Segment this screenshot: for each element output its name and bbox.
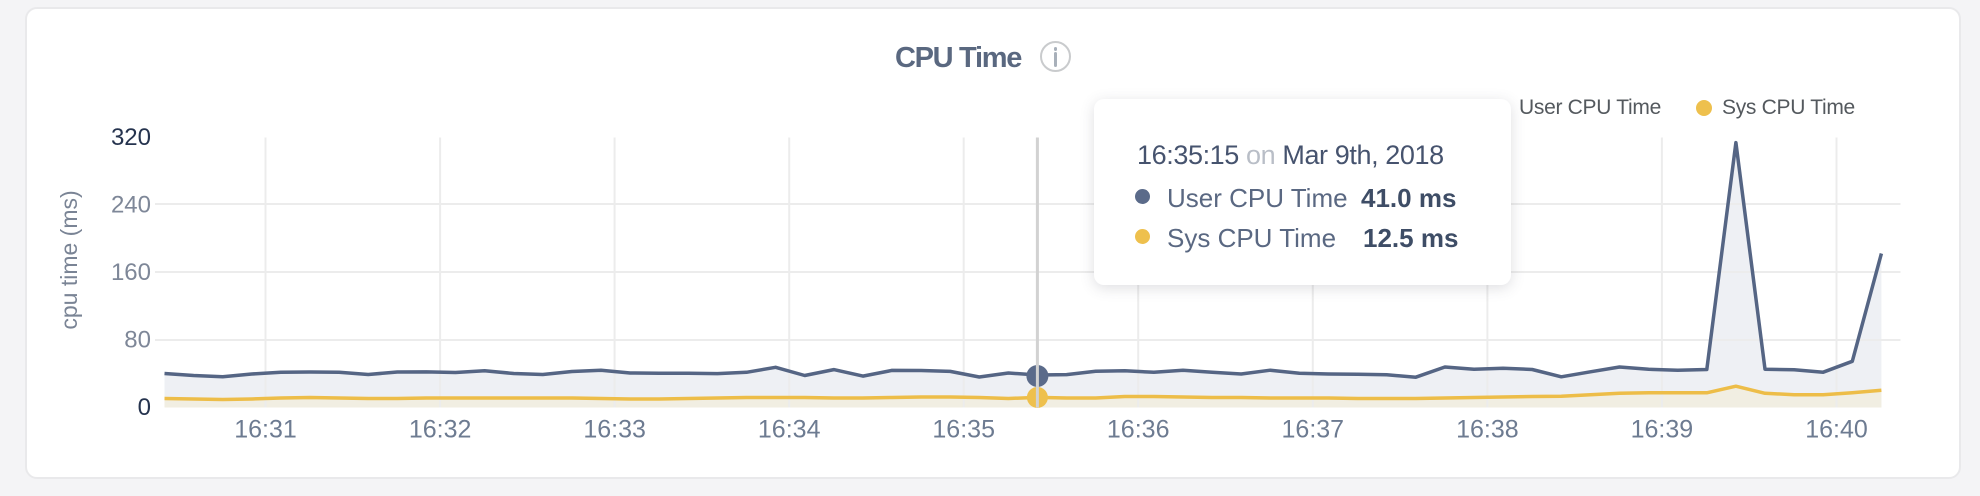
- svg-text:16:33: 16:33: [583, 416, 646, 444]
- svg-text:16:40: 16:40: [1805, 416, 1868, 444]
- svg-text:80: 80: [124, 327, 151, 354]
- svg-text:0: 0: [138, 394, 151, 421]
- svg-text:240: 240: [111, 192, 151, 219]
- svg-text:320: 320: [111, 124, 151, 151]
- svg-text:cpu time (ms): cpu time (ms): [56, 190, 82, 329]
- svg-text:16:35: 16:35: [932, 416, 995, 444]
- svg-text:16:31: 16:31: [234, 416, 297, 444]
- svg-text:160: 160: [111, 259, 151, 286]
- svg-text:16:37: 16:37: [1282, 416, 1345, 444]
- svg-text:16:39: 16:39: [1631, 416, 1694, 444]
- svg-text:16:36: 16:36: [1107, 416, 1170, 444]
- svg-text:16:32: 16:32: [409, 416, 472, 444]
- svg-text:16:34: 16:34: [758, 416, 821, 444]
- svg-text:16:38: 16:38: [1456, 416, 1519, 444]
